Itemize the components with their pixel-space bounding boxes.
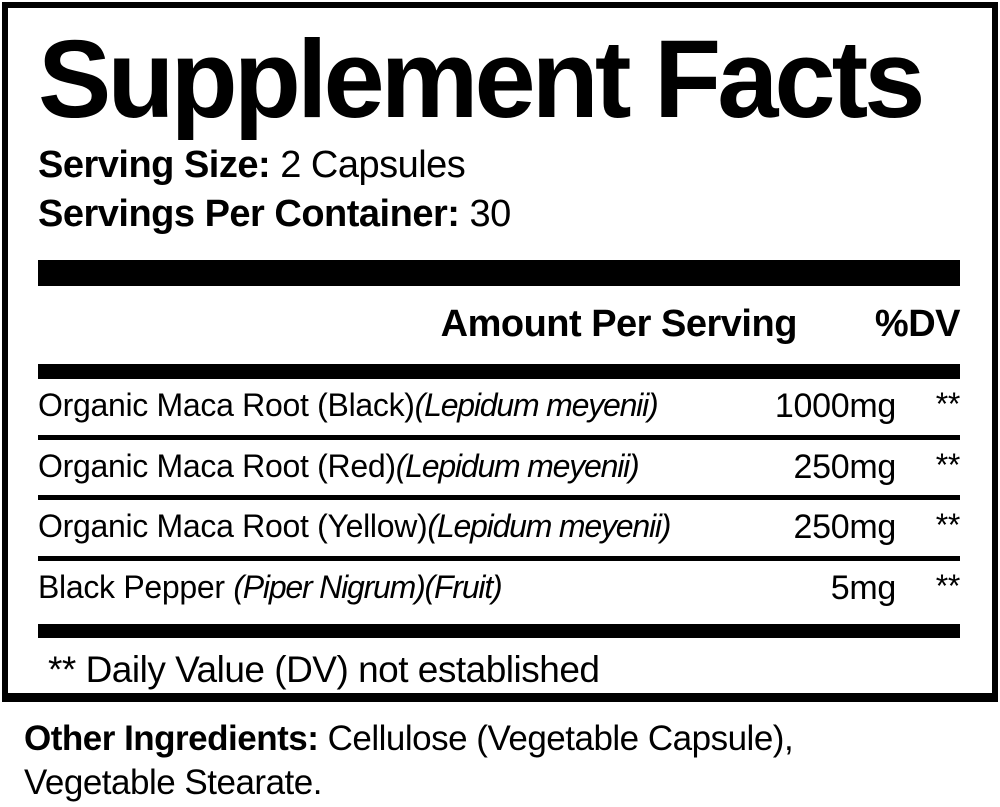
ingredient-latin-name: (Lepidum meyenii) [395,447,640,484]
ingredient-amount: 250mg [793,447,897,486]
servings-per-container-value: 30 [459,192,511,235]
ingredient-dv: ** [935,386,961,423]
percent-dv-header: %DV [874,303,961,346]
servings-per-container-label: Servings Per Container: [38,192,460,235]
thick-divider-bar [38,260,960,287]
ingredient-amount: 250mg [793,508,897,547]
other-ingredients-line2: Vegetable Stearate. [24,763,322,803]
table-row: Organic Maca Root (Red)(Lepidum meyenii)… [38,440,960,501]
ingredient-amount: 5mg [830,568,897,607]
other-ingredients-label: Other Ingredients: [24,719,319,758]
ingredient-dv: ** [935,567,961,604]
ingredient-amount: 1000mg [774,387,896,426]
other-ingredients-text: Other Ingredients: Cellulose (Vegetable … [24,717,970,806]
servings-per-container-line: Servings Per Container: 30 [38,190,960,239]
ingredient-name: Organic Maca Root (Red)(Lepidum meyenii) [38,447,640,484]
ingredient-dv: ** [935,446,961,483]
serving-size-value: 2 Capsules [270,144,466,187]
ingredient-dv: ** [935,507,961,544]
table-row: Organic Maca Root (Yellow)(Lepidum meyen… [38,500,960,561]
ingredient-name: Organic Maca Root (Black)(Lepidum meyeni… [38,387,659,424]
serving-size-line: Serving Size: 2 Capsules [38,141,960,190]
amount-per-serving-header: Amount Per Serving [440,303,798,346]
panel-title: Supplement Facts [38,18,925,141]
dv-footnote: ** Daily Value (DV) not established [48,649,600,691]
bottom-divider-bar [38,624,960,639]
medium-divider-bar [38,364,960,380]
ingredient-latin-name: (Piper Nigrum)(Fruit) [233,568,502,605]
ingredient-name: Organic Maca Root (Yellow)(Lepidum meyen… [38,508,671,545]
table-row: Black Pepper (Piper Nigrum)(Fruit) 5mg *… [38,561,960,617]
supplement-facts-panel: Supplement Facts Serving Size: 2 Capsule… [2,2,998,702]
ingredient-name: Black Pepper (Piper Nigrum)(Fruit) [38,568,503,605]
ingredient-latin-name: (Lepidum meyenii) [414,387,659,424]
other-ingredients-line1: Cellulose (Vegetable Capsule), [318,719,794,758]
serving-size-label: Serving Size: [38,144,271,187]
ingredient-latin-name: (Lepidum meyenii) [427,508,671,545]
table-column-header: Amount Per Serving %DV [38,286,961,364]
table-row: Organic Maca Root (Black)(Lepidum meyeni… [38,379,960,440]
